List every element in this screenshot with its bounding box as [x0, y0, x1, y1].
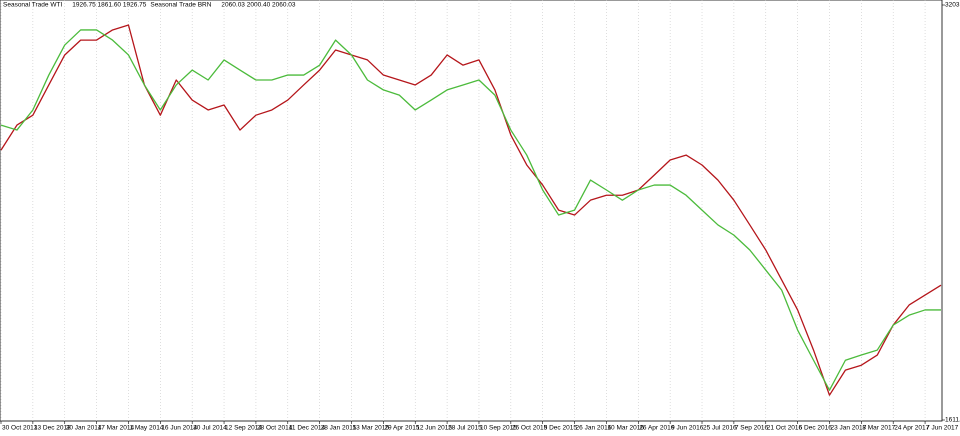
x-tick-label: 13 Dec 2013	[34, 425, 71, 432]
x-tick-label: 29 Apr 2015	[384, 425, 419, 432]
y-tick-label: 3203.69	[945, 2, 960, 9]
x-tick-label: 26 Oct 2015	[512, 425, 548, 432]
x-tick-label: 28 Jan 2015	[321, 425, 357, 432]
x-tick-label: 23 Jan 2017	[830, 425, 866, 432]
x-tick-label: 28 Jul 2015	[448, 425, 482, 432]
x-tick-label: 30 Oct 2013	[2, 425, 38, 432]
x-tick-label: 30 Jul 2014	[193, 425, 227, 432]
legend-label: Seasonal Trade BRN	[150, 2, 211, 9]
x-tick-label: 8 Mar 2017	[862, 425, 895, 432]
x-tick-label: 30 Jan 2014	[66, 425, 102, 432]
x-tick-label: 12 Jun 2015	[416, 425, 452, 432]
x-tick-label: 11 Dec 2014	[289, 425, 326, 432]
y-tick-label: 1611.81	[945, 417, 960, 424]
x-tick-label: 26 Jan 2016	[576, 425, 612, 432]
series-line	[0, 24, 942, 396]
x-tick-label: 26 Apr 2016	[639, 425, 674, 432]
x-tick-label: 9 Jun 2016	[671, 425, 704, 432]
legend-label: Seasonal Trade WTI	[3, 2, 62, 9]
x-tick-label: 1 May 2014	[129, 425, 163, 432]
legend-quote: 1926.75 1861.60 1926.75	[72, 2, 146, 9]
x-tick-label: 6 Dec 2016	[799, 425, 833, 432]
x-tick-label: 10 Sep 2015	[480, 425, 517, 432]
series-line	[0, 29, 941, 391]
x-tick-label: 9 Dec 2015	[544, 425, 578, 432]
x-tick-label: 16 Jun 2014	[161, 425, 197, 432]
x-tick-label: 13 Mar 2015	[353, 425, 390, 432]
x-tick-label: 7 Jun 2017	[926, 425, 959, 432]
x-tick-label: 17 Mar 2014	[98, 425, 135, 432]
x-tick-label: 10 Mar 2016	[607, 425, 644, 432]
x-tick-label: 24 Apr 2017	[894, 425, 929, 432]
plot-area	[0, 0, 943, 422]
x-tick-label: 12 Sep 2014	[225, 425, 262, 432]
x-tick-label: 25 Jul 2016	[703, 425, 737, 432]
x-tick-label: 28 Oct 2014	[257, 425, 293, 432]
x-tick-label: 21 Oct 2016	[767, 425, 803, 432]
x-tick-label: 7 Sep 2016	[735, 425, 769, 432]
legend-quote: 2060.03 2000.40 2060.03	[221, 2, 295, 9]
